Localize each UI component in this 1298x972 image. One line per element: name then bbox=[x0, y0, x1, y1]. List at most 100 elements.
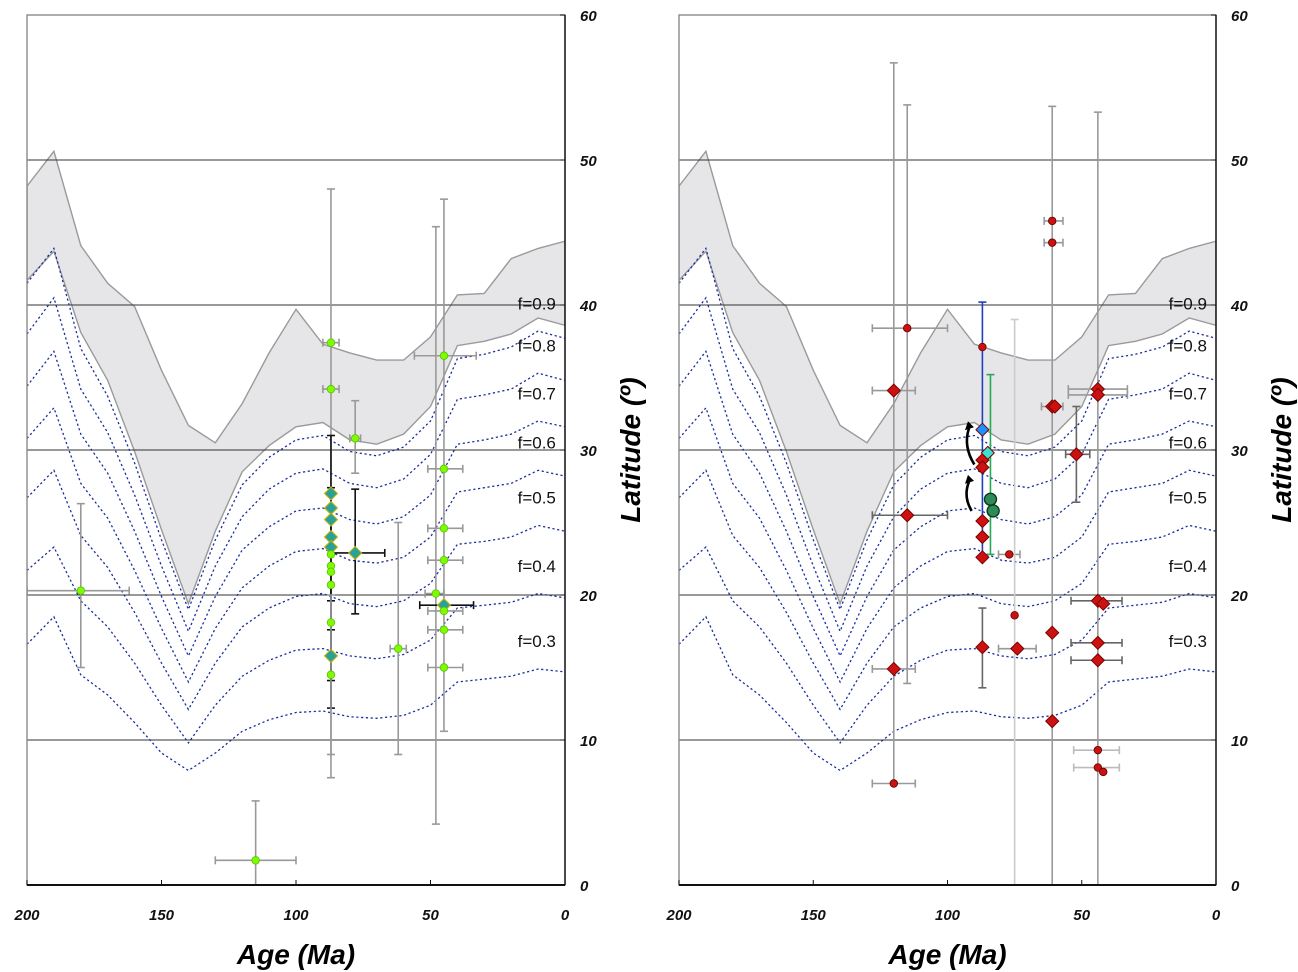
f-curve-label: f=0.6 bbox=[518, 434, 556, 453]
data-point-diamond bbox=[347, 545, 363, 561]
data-point-dot bbox=[326, 670, 336, 679]
data-point-circle bbox=[986, 504, 1000, 518]
x-axis-title: Age (Ma) bbox=[236, 939, 355, 970]
data-point-diamond bbox=[886, 661, 902, 677]
data-point-dot bbox=[903, 324, 912, 333]
f-curve-label: f=0.5 bbox=[1169, 489, 1207, 508]
f-curve-6 bbox=[679, 615, 1216, 772]
data-point-dot bbox=[1048, 238, 1057, 247]
data-point-diamond bbox=[323, 486, 339, 501]
data-point-diamond bbox=[975, 639, 990, 655]
x-tick-label: 200 bbox=[13, 907, 40, 924]
data-point-diamond bbox=[1045, 713, 1060, 729]
data-point-diamond bbox=[975, 550, 990, 565]
y-axis-title: Latitude (º) bbox=[615, 377, 646, 523]
data-point-dot bbox=[350, 434, 360, 443]
y-tick-label: 50 bbox=[580, 153, 597, 170]
data-point-diamond bbox=[1047, 399, 1063, 414]
arrow bbox=[965, 427, 976, 466]
f-curve-label: f=0.8 bbox=[518, 336, 556, 355]
y-tick-label: 60 bbox=[1231, 8, 1248, 25]
data-point-dot bbox=[1093, 745, 1103, 755]
data-point-dot bbox=[326, 550, 336, 559]
data-point-diamond bbox=[980, 445, 995, 461]
data-point-dot bbox=[76, 586, 85, 595]
y-tick-label: 40 bbox=[1230, 298, 1248, 315]
data-point-dot bbox=[1005, 550, 1014, 559]
f-curve-4 bbox=[27, 469, 565, 711]
data-point-circle bbox=[983, 492, 998, 506]
data-point-diamond bbox=[1069, 447, 1084, 462]
data-point-dot bbox=[439, 663, 449, 672]
data-point-diamond bbox=[1010, 641, 1025, 656]
y-tick-label: 10 bbox=[580, 733, 597, 750]
x-tick-label: 50 bbox=[1073, 907, 1090, 924]
data-point-dot bbox=[326, 384, 336, 394]
y-tick-label: 30 bbox=[1231, 443, 1248, 460]
f-curve-label: f=0.7 bbox=[518, 384, 556, 403]
f-curve-5 bbox=[679, 546, 1216, 745]
data-point-dot bbox=[326, 618, 336, 627]
data-point-dot bbox=[251, 856, 260, 865]
y-axis-title: Latitude (º) bbox=[1266, 377, 1297, 523]
reference-band bbox=[679, 149, 1216, 606]
data-point-diamond bbox=[900, 508, 915, 523]
f-curve-label: f=0.4 bbox=[1169, 557, 1207, 576]
arrow-head bbox=[964, 421, 974, 431]
plot-area bbox=[27, 149, 565, 885]
x-tick-label: 0 bbox=[1212, 907, 1221, 924]
reference-band bbox=[27, 149, 565, 606]
f-curve-5 bbox=[27, 546, 565, 745]
data-point-diamond bbox=[1045, 625, 1060, 640]
arrow-head bbox=[964, 474, 974, 484]
x-tick-label: 0 bbox=[561, 907, 570, 924]
x-tick-label: 150 bbox=[149, 907, 175, 924]
data-point-dot bbox=[1099, 767, 1108, 777]
data-point-diamond bbox=[975, 422, 990, 437]
x-tick-label: 200 bbox=[665, 907, 692, 924]
f-curve-label: f=0.3 bbox=[1169, 632, 1207, 651]
f-curve-2 bbox=[679, 350, 1216, 658]
data-point-diamond bbox=[975, 513, 990, 529]
f-curve-label: f=0.4 bbox=[518, 557, 556, 576]
data-point-dot bbox=[431, 589, 441, 598]
f-curve-4 bbox=[679, 469, 1216, 711]
data-point-diamond bbox=[1090, 387, 1106, 403]
x-tick-label: 100 bbox=[935, 907, 961, 924]
data-point-dot bbox=[1048, 216, 1057, 226]
data-point-dot bbox=[439, 351, 449, 360]
f-curve-label: f=0.9 bbox=[518, 294, 556, 313]
f-curve-label: f=0.8 bbox=[1169, 336, 1207, 355]
data-point-diamond bbox=[1090, 653, 1106, 668]
x-tick-label: 50 bbox=[422, 907, 439, 924]
x-tick-label: 150 bbox=[801, 907, 827, 924]
y-tick-label: 60 bbox=[580, 8, 597, 25]
f-curve-label: f=0.6 bbox=[1169, 434, 1207, 453]
y-tick-label: 20 bbox=[1230, 588, 1248, 605]
f-curve-1 bbox=[27, 296, 565, 634]
f-curve-label: f=0.9 bbox=[1169, 294, 1207, 313]
f-curve-6 bbox=[27, 615, 565, 772]
data-point-dot bbox=[439, 625, 449, 634]
data-point-diamond bbox=[975, 529, 990, 545]
data-point-dot bbox=[1093, 763, 1103, 772]
data-point-dot bbox=[326, 567, 336, 576]
data-point-diamond bbox=[1090, 635, 1106, 651]
data-point-dot bbox=[326, 580, 336, 590]
data-point-diamond bbox=[886, 383, 902, 398]
f-curve-label: f=0.7 bbox=[1169, 384, 1207, 403]
f-curve-1 bbox=[679, 296, 1216, 634]
x-axis-title: Age (Ma) bbox=[887, 939, 1006, 970]
y-tick-label: 0 bbox=[1231, 878, 1240, 895]
f-curve-label: f=0.3 bbox=[518, 632, 556, 651]
y-tick-label: 0 bbox=[580, 878, 589, 895]
y-tick-label: 20 bbox=[579, 588, 597, 605]
arrow bbox=[965, 481, 973, 512]
data-point-dot bbox=[978, 342, 987, 352]
y-tick-label: 40 bbox=[579, 298, 597, 315]
f-curve-3 bbox=[679, 406, 1216, 684]
data-point-dot bbox=[326, 338, 336, 347]
data-point-dot bbox=[1010, 611, 1019, 620]
